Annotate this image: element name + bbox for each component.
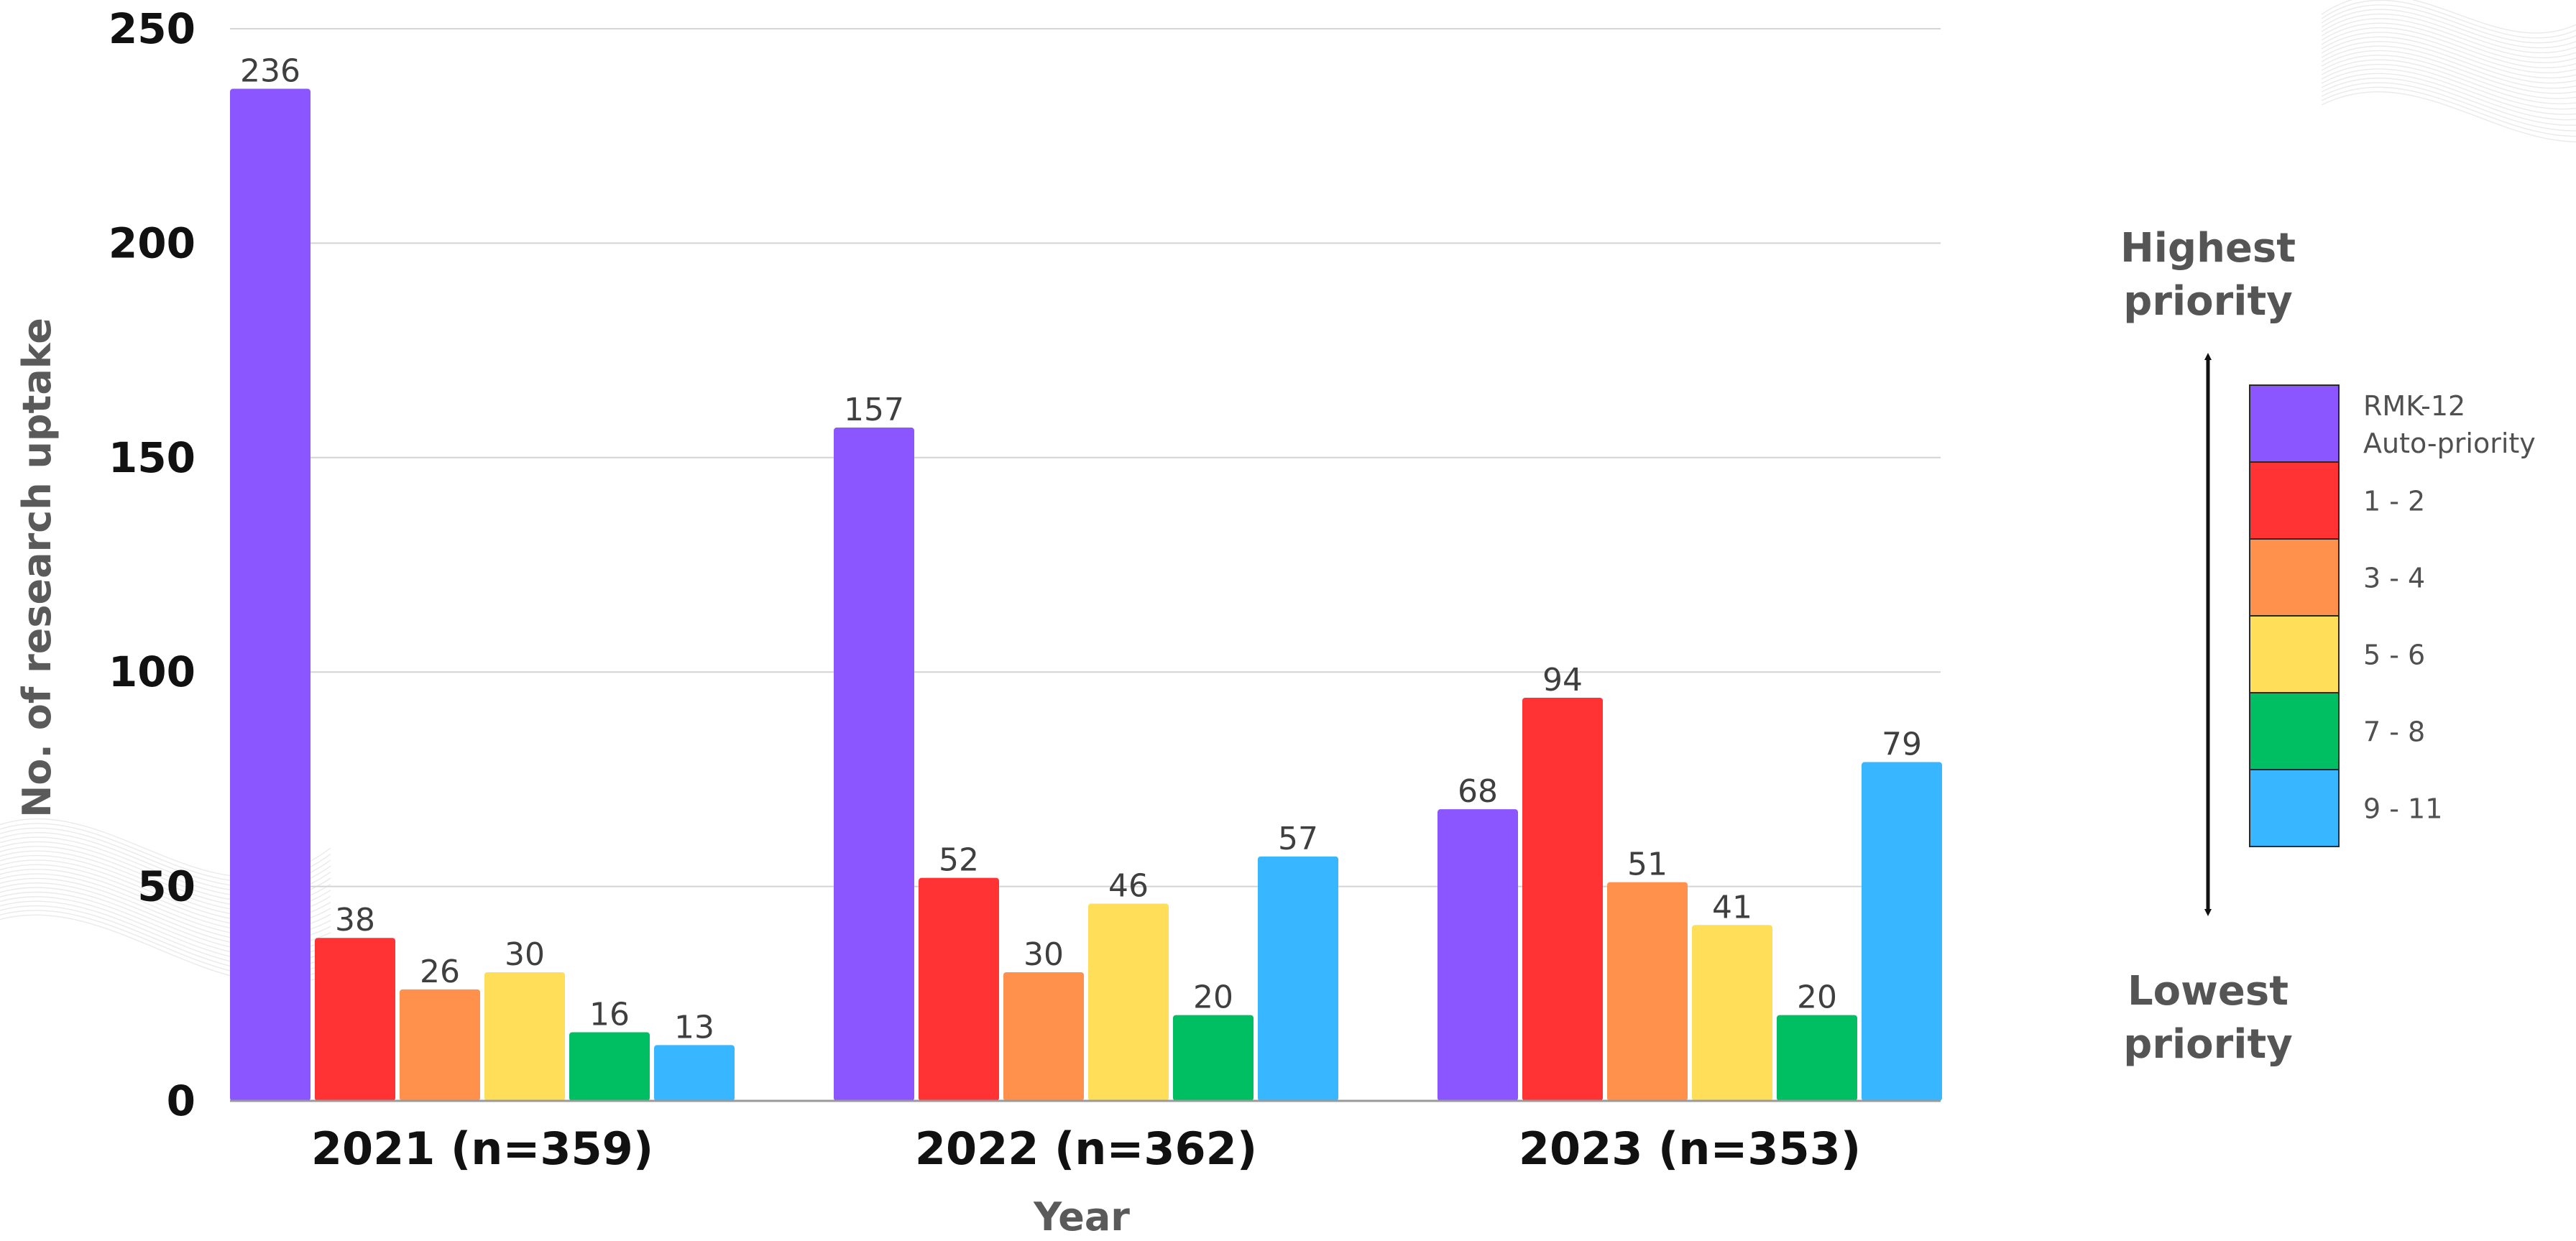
bar	[1777, 1015, 1857, 1101]
legend: Highest priority Lowest priority RMK-12 Auto-…	[2120, 225, 2536, 1068]
bar	[1258, 856, 1338, 1101]
data-label: 94	[1542, 662, 1583, 698]
data-label: 38	[335, 902, 375, 938]
x-tick-label: 2021 (n=359)	[311, 1122, 653, 1175]
lowest-priority-caption: priority	[2123, 1021, 2292, 1068]
decor-wave-line	[2321, 73, 2576, 121]
bar	[1692, 925, 1772, 1101]
legend-label: Auto-priority	[2363, 428, 2536, 459]
bar	[1173, 1015, 1254, 1101]
data-label: 13	[674, 1009, 714, 1046]
decor-wave-line	[2321, 64, 2576, 110]
x-tick-label: 2023 (n=353)	[1519, 1122, 1861, 1175]
legend-label: 5 - 6	[2363, 640, 2425, 671]
data-label: 79	[1882, 726, 1922, 763]
decor-wave-line	[2321, 82, 2576, 132]
legend-label: 7 - 8	[2363, 716, 2425, 748]
data-label: 16	[589, 997, 630, 1033]
bar	[315, 938, 395, 1101]
decor-wave-line	[2321, 13, 2576, 54]
y-tick-label: 50	[137, 862, 196, 911]
legend-label: RMK-12	[2363, 390, 2465, 422]
decor-wave-line	[2321, 45, 2576, 89]
data-label: 41	[1712, 889, 1752, 926]
y-tick-label: 150	[109, 433, 196, 482]
data-label: 236	[240, 53, 300, 90]
data-label: 68	[1458, 773, 1498, 810]
highest-priority-caption: priority	[2123, 278, 2292, 325]
data-labels: 236 38 26 30 16 13 157 52 30 46 20 57 68 94 51 41 20 79	[240, 53, 1922, 1046]
decor-wave-line	[2321, 27, 2576, 69]
decor-wave-line	[2321, 9, 2576, 49]
decor-wave-line	[2321, 86, 2576, 137]
decor-wave-line	[2321, 78, 2576, 126]
axes: 0 50 100 150 200 250 2021 (n=359) 2022 (n=362) 2…	[14, 4, 1941, 1240]
legend-label: 3 - 4	[2363, 563, 2425, 594]
decor-wave-line	[2321, 68, 2576, 115]
decor-wave-line	[2321, 91, 2576, 142]
bar	[834, 428, 914, 1101]
data-label: 46	[1108, 867, 1149, 904]
bar	[654, 1045, 735, 1101]
decor-wave-line	[2321, 0, 2576, 39]
decor-wave-line	[2321, 50, 2576, 94]
decor-wave-line	[2321, 0, 2576, 34]
legend-swatch	[2249, 384, 2340, 463]
bar	[1088, 903, 1169, 1101]
bar	[1607, 882, 1688, 1101]
y-tick-label: 100	[109, 647, 196, 696]
data-label: 30	[1024, 936, 1064, 973]
bar	[569, 1032, 650, 1101]
x-axis-title: Year	[1033, 1194, 1130, 1237]
decor-wave-line	[2321, 22, 2576, 64]
bar	[484, 972, 565, 1101]
data-label: 57	[1278, 821, 1318, 857]
decor-wave-line	[2321, 55, 2576, 99]
decor-wave-line	[2321, 59, 2576, 105]
bar	[1438, 809, 1518, 1101]
decor-wave-line	[2321, 18, 2576, 59]
bars	[230, 88, 1942, 1101]
bar	[230, 88, 310, 1101]
decor-wave-line	[2321, 32, 2576, 74]
y-tick-label: 0	[167, 1076, 196, 1125]
legend-label: 9 - 11	[2363, 793, 2442, 825]
y-tick-label: 250	[109, 4, 196, 53]
legend-label: 1 - 2	[2363, 486, 2425, 517]
y-axis-title: No. of research uptake	[14, 318, 60, 818]
decor-wave-line	[2321, 36, 2576, 79]
bar	[1862, 762, 1942, 1101]
decor-wave-line	[2321, 41, 2576, 84]
legend-swatch	[2249, 461, 2340, 540]
data-label: 30	[505, 936, 545, 973]
data-label: 20	[1193, 979, 1233, 1016]
legend-swatch	[2249, 538, 2340, 617]
decor-wave-line	[2321, 4, 2576, 44]
legend-swatch	[2249, 692, 2340, 770]
data-label: 26	[420, 954, 460, 990]
y-tick-label: 200	[109, 218, 196, 267]
bar	[1522, 698, 1603, 1101]
gridlines	[230, 28, 1941, 887]
x-tick-label: 2022 (n=362)	[915, 1122, 1257, 1175]
highest-priority-caption: Highest	[2120, 225, 2296, 272]
bar	[1003, 972, 1084, 1101]
decor-waves-right	[2321, 0, 2576, 142]
legend-swatch	[2249, 615, 2340, 693]
data-label: 20	[1797, 979, 1837, 1016]
lowest-priority-caption: Lowest	[2128, 968, 2288, 1015]
data-label: 51	[1627, 846, 1668, 883]
bar	[919, 877, 999, 1101]
data-label: 157	[844, 392, 904, 428]
bar	[400, 989, 480, 1101]
data-label: 52	[939, 842, 979, 879]
legend-swatch	[2249, 769, 2340, 847]
